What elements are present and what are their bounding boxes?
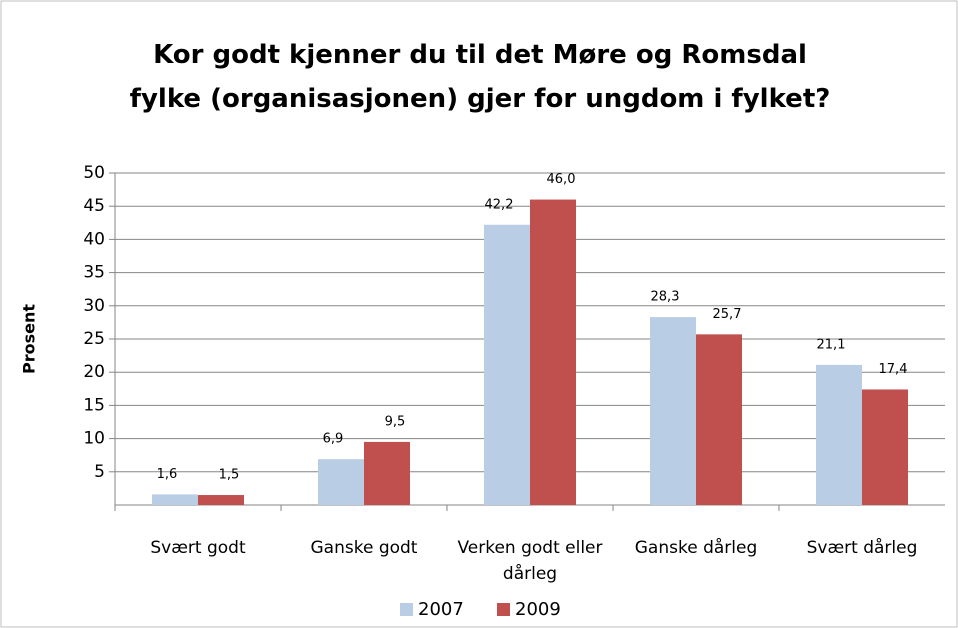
y-tick-label: 35 [83, 263, 105, 283]
value-label: 9,5 [385, 414, 406, 429]
y-tick-label: 40 [83, 229, 105, 249]
bar [318, 459, 364, 505]
value-label: 1,6 [157, 467, 178, 482]
bar [862, 389, 908, 505]
bar [484, 224, 530, 506]
bar [198, 495, 244, 505]
bar [152, 494, 198, 505]
x-tick-label: Ganske dårleg [635, 537, 758, 558]
bar [364, 441, 410, 505]
legend-swatch [400, 603, 413, 616]
y-axis-label: Prosent [20, 304, 39, 374]
bar [650, 317, 696, 505]
value-label: 6,9 [323, 432, 344, 447]
y-tick-label: 50 [83, 163, 105, 183]
value-label: 46,0 [547, 172, 576, 187]
value-label: 25,7 [713, 307, 742, 322]
legend-label: 2007 [418, 599, 464, 620]
y-tick-label: 15 [83, 395, 105, 415]
value-label: 28,3 [651, 290, 680, 305]
y-tick-label: 25 [83, 329, 105, 349]
value-label: 1,5 [219, 468, 240, 483]
chart-title: Kor godt kjenner du til det Møre og Roms… [130, 40, 831, 114]
bar [696, 334, 742, 505]
bar [530, 199, 576, 505]
y-tick-label: 20 [83, 362, 105, 382]
x-tick-label: Verken godt eller dårleg [457, 538, 602, 584]
legend-swatch [497, 603, 510, 616]
y-tick-label: 10 [83, 429, 105, 449]
x-tick-label: Ganske godt [311, 538, 418, 558]
bar [816, 364, 862, 505]
value-label: 17,4 [879, 362, 908, 377]
value-label: 21,1 [817, 337, 846, 352]
y-tick-label: 30 [83, 296, 105, 316]
x-tick-label: Svært godt [150, 538, 246, 558]
y-tick-label: 5 [94, 462, 105, 482]
y-tick-label: 45 [83, 196, 105, 216]
value-label: 42,2 [485, 197, 514, 212]
x-tick-label: Svært dårleg [807, 537, 918, 558]
legend-label: 2009 [515, 599, 561, 620]
